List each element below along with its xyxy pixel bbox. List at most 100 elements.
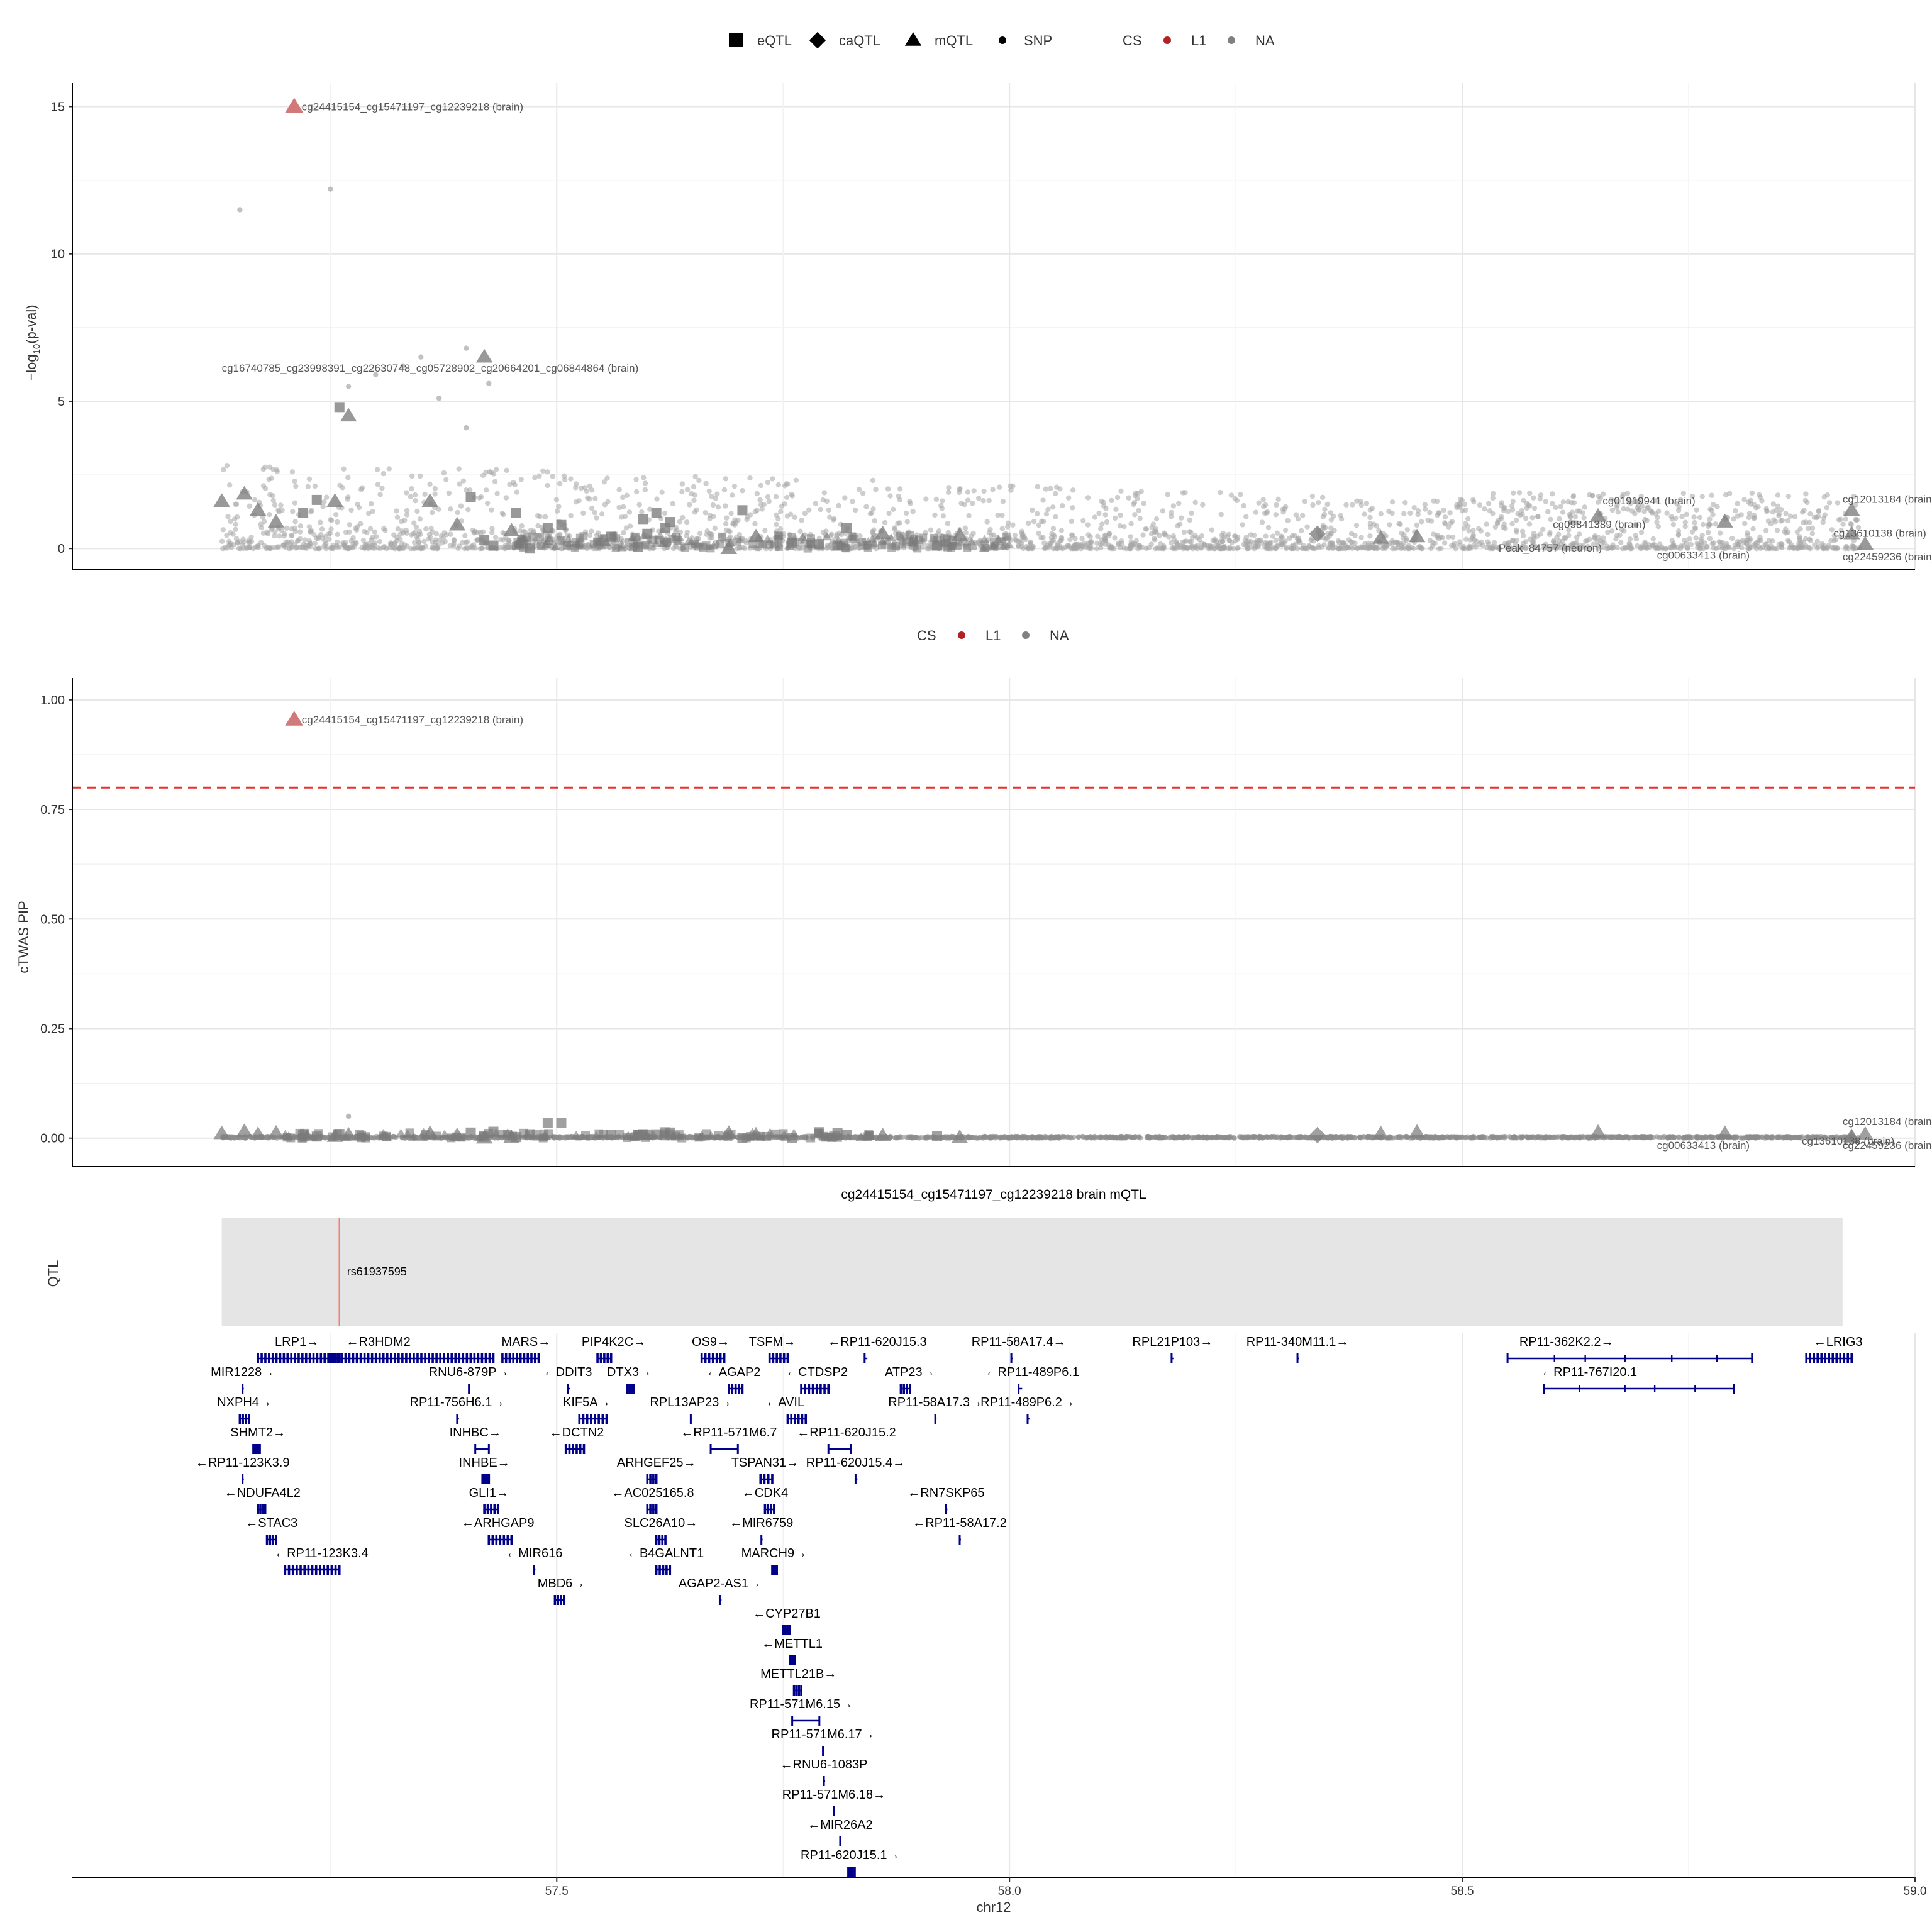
pvalue-band-marker [716, 539, 725, 548]
pvalue-snp-point [1280, 509, 1286, 515]
pvalue-snp-point [1671, 543, 1677, 549]
pvalue-snp-point [439, 540, 445, 546]
pvalue-snp-point [1550, 538, 1557, 544]
pvalue-snp-point [260, 530, 267, 536]
pvalue-snp-point [458, 503, 464, 509]
qtl-snp-label: rs61937595 [347, 1265, 407, 1278]
pvalue-snp-point [1619, 494, 1625, 499]
pvalue-snp-point [616, 504, 622, 511]
pip-snp-point [1494, 1135, 1500, 1141]
pip-lead-marker [285, 711, 304, 726]
pip-band-marker [333, 1129, 342, 1138]
pvalue-snp-point [1140, 532, 1146, 538]
pip-snp-point [1793, 1135, 1799, 1140]
pvalue-snp-point [1800, 519, 1806, 526]
pvalue-snp-point [1036, 530, 1041, 536]
pvalue-snp-point [1362, 545, 1368, 551]
pvalue-snp-point [966, 513, 972, 519]
pip-diamond-marker [1309, 1126, 1326, 1144]
gene-exon [512, 1353, 514, 1363]
pvalue-band-marker [774, 542, 783, 551]
pvalue-snp-point [1045, 506, 1051, 513]
pvalue-snp-point [1401, 511, 1407, 517]
pip-annotation: cg22459236 (brain) [1843, 1140, 1932, 1152]
pvalue-snp-point [356, 504, 362, 511]
pvalue-snp-point [1651, 541, 1657, 547]
pvalue-band-marker [718, 532, 726, 541]
pvalue-annotation: cg12013184 (brain) [1843, 494, 1932, 506]
pvalue-snp-point [1115, 540, 1121, 546]
pvalue-band-marker [869, 538, 880, 547]
pvalue-snp-point [1548, 516, 1553, 523]
pvalue-snp-point [1490, 491, 1496, 496]
pvalue-snp-point [932, 512, 938, 518]
pvalue-annotation: cg00633413 (brain) [1657, 550, 1750, 562]
pvalue-snp-point [1749, 490, 1755, 496]
pvalue-snp-point [706, 488, 712, 494]
pvalue-snp-point [494, 491, 500, 497]
pvalue-snp-point [704, 528, 710, 534]
pip-snp-point [1042, 1133, 1048, 1140]
pvalue-snp-point [696, 477, 702, 484]
pvalue-snp-point [409, 473, 415, 479]
pip-band-marker [396, 1128, 406, 1138]
pvalue-snp-point [799, 545, 805, 551]
pvalue-snp-point [1809, 531, 1816, 536]
pvalue-snp-point [1775, 503, 1781, 509]
pvalue-snp-point [225, 513, 231, 519]
pvalue-snp-point [744, 516, 750, 523]
pvalue-snp-point [824, 544, 831, 550]
pvalue-snp-point [838, 531, 845, 538]
pvalue-snp-point [887, 493, 893, 499]
gene-exon [484, 1353, 487, 1363]
pvalue-snp-point [1319, 494, 1326, 501]
pvalue-square-marker [511, 508, 521, 518]
pvalue-snp-point [1633, 522, 1638, 528]
pvalue-snp-point [1074, 544, 1080, 550]
pvalue-snp-point [1219, 539, 1226, 545]
pvalue-snp-point [775, 482, 782, 488]
pvalue-snp-point [1490, 495, 1496, 501]
pip-snp-point [229, 1134, 235, 1140]
pip-band-marker [503, 1130, 513, 1139]
gene-exon [336, 1353, 340, 1363]
pvalue-snp-point [1261, 504, 1267, 509]
pvalue-snp-point [1519, 528, 1526, 535]
pvalue-snp-point [1776, 511, 1782, 517]
pvalue-snp-point [1192, 499, 1198, 506]
pvalue-snp-point [1163, 532, 1169, 538]
pvalue-snp-point [413, 497, 418, 504]
pvalue-snp-point [1670, 521, 1677, 528]
pip-band-marker [570, 1130, 582, 1140]
pvalue-snp-point [1113, 506, 1119, 513]
pvalue-snp-point [1726, 491, 1733, 497]
pvalue-snp-point [1843, 545, 1848, 552]
pvalue-snp-point [1470, 528, 1476, 533]
pvalue-snp-point [512, 482, 518, 488]
pvalue-snp-point [965, 489, 971, 495]
pvalue-snp-point [460, 478, 467, 484]
pvalue-snp-point [1735, 513, 1741, 519]
pvalue-snp-point [306, 476, 313, 482]
pvalue-band-marker [988, 541, 998, 550]
pvalue-snp-point [1235, 536, 1241, 543]
pvalue-snp-point [282, 531, 287, 537]
pvalue-snp-point [1506, 540, 1511, 547]
pvalue-snp-point [1689, 529, 1696, 535]
pvalue-snp-point [990, 487, 996, 492]
pvalue-triangle-marker [1716, 514, 1733, 528]
pvalue-snp-point [945, 489, 952, 495]
pip-band-marker [705, 1130, 716, 1140]
pvalue-snp-point [272, 545, 279, 550]
pvalue-snp-point [1285, 518, 1291, 524]
pip-snp-point [1626, 1135, 1631, 1141]
pvalue-snp-point [713, 496, 718, 501]
pvalue-snp-point [345, 475, 351, 480]
pip-snp-point [1116, 1135, 1123, 1141]
pip-snp-point [1535, 1133, 1541, 1140]
pvalue-snp-point [514, 489, 519, 495]
pvalue-snp-point [1040, 518, 1046, 525]
pvalue-snp-point [885, 486, 891, 492]
pvalue-snp-point [721, 487, 728, 493]
pvalue-snp-point [1574, 535, 1580, 540]
